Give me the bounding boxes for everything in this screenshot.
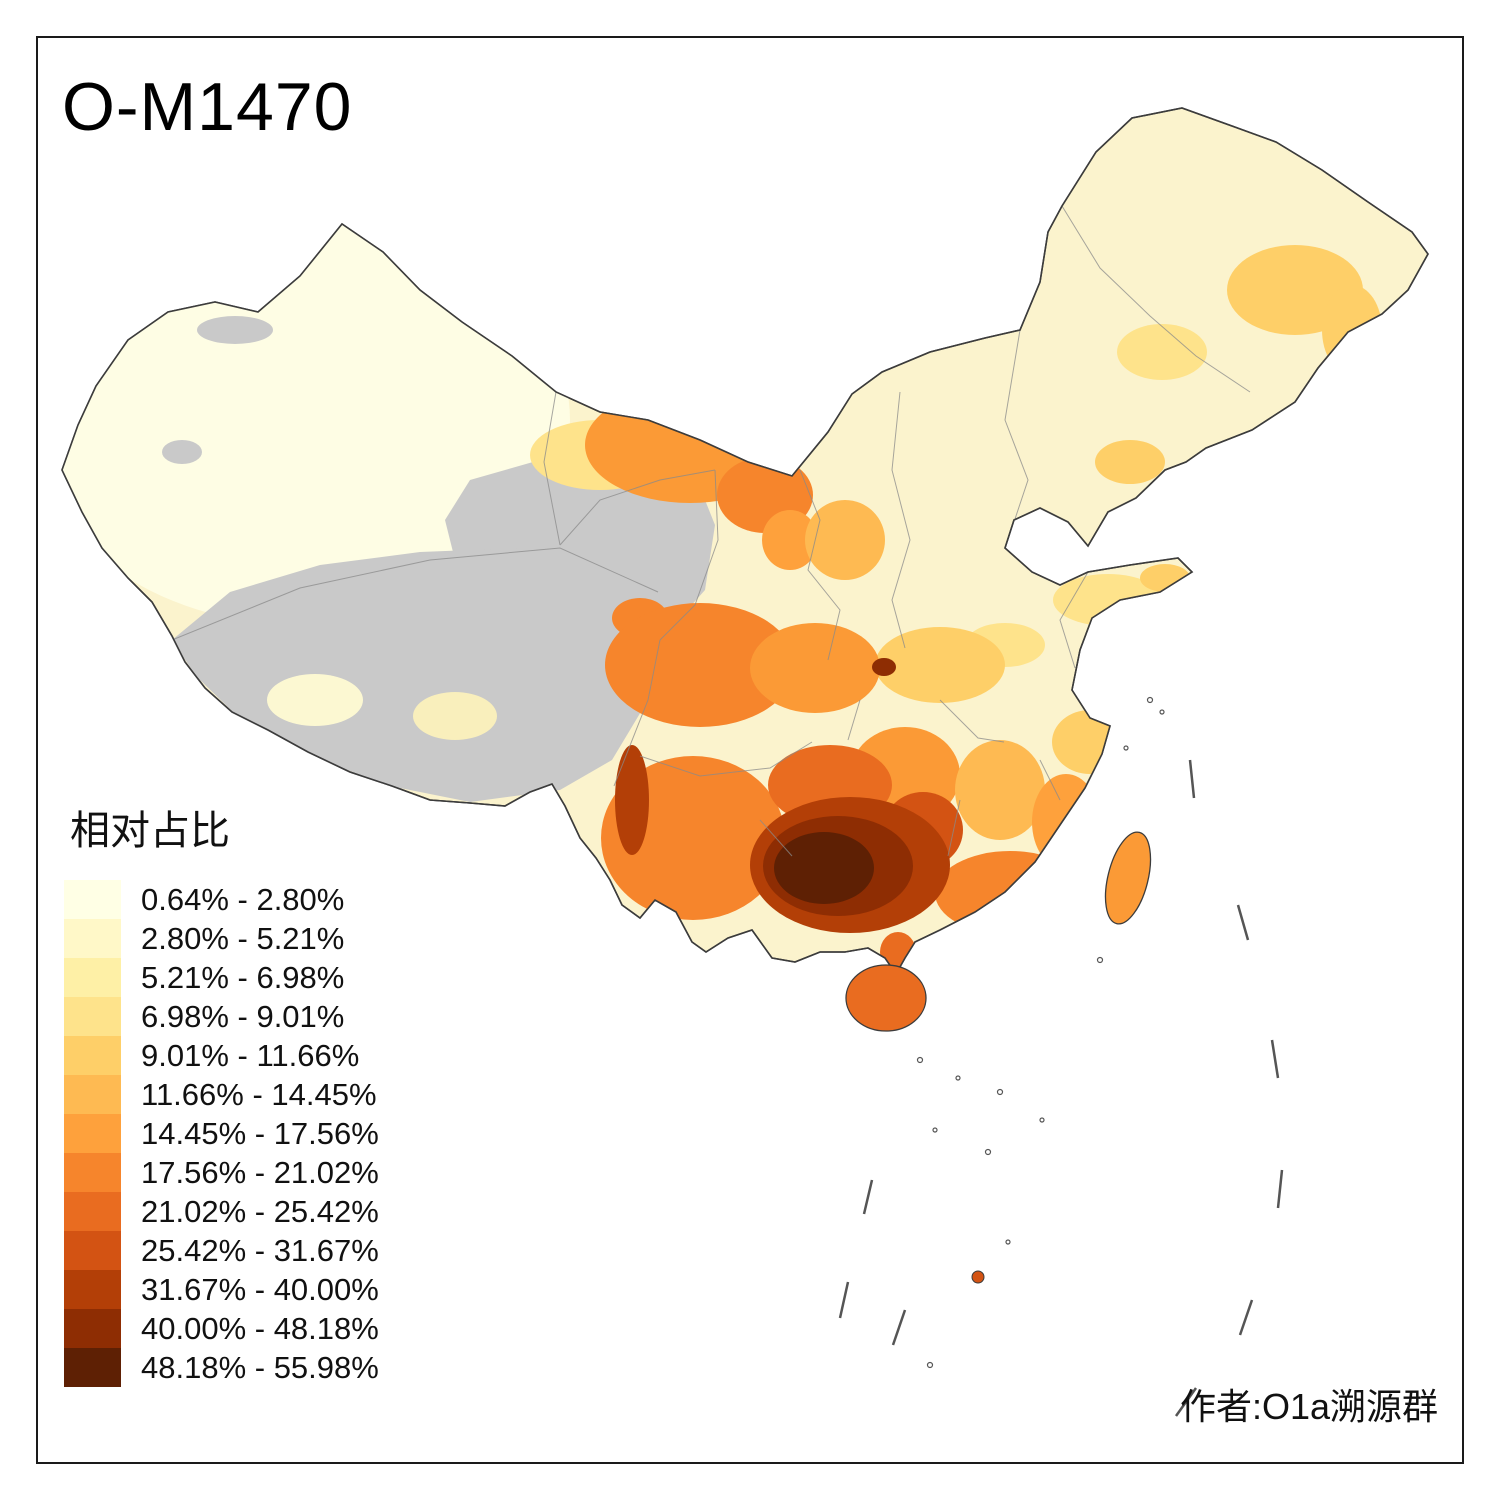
region-ningxia: [762, 510, 818, 570]
legend-swatch: [64, 1153, 121, 1192]
region-jiangxi: [955, 740, 1045, 840]
legend-label: 25.42% - 31.67%: [141, 1232, 379, 1268]
legend-swatch: [64, 1075, 121, 1114]
region-fujian: [1032, 774, 1100, 870]
region-chongqing-dark-spot: [872, 658, 896, 676]
region-tibet-no-data: [172, 548, 665, 802]
region-tibet-pale-patch-1: [267, 674, 363, 726]
region-sichuan-west: [605, 603, 795, 727]
legend-swatch: [64, 1114, 121, 1153]
legend-swatch: [64, 1231, 121, 1270]
legend-label: 48.18% - 55.98%: [141, 1349, 379, 1385]
legend-swatch: [64, 1036, 121, 1075]
legend-item: 2.80% - 5.21%: [64, 919, 379, 958]
region-xinjiang-gray-patch-1: [197, 316, 273, 344]
region-tibet-pale-patch-2: [413, 692, 497, 740]
region-sichuan-east: [750, 623, 880, 713]
region-xinjiang-gray-patch-2: [162, 440, 202, 464]
legend-label: 17.56% - 21.02%: [141, 1154, 379, 1190]
mainland-outline: [61, 107, 1429, 976]
legend-item: 9.01% - 11.66%: [64, 1036, 379, 1075]
legend-label: 31.67% - 40.00%: [141, 1271, 379, 1307]
legend-swatch: [64, 1270, 121, 1309]
legend-item: 14.45% - 17.56%: [64, 1114, 379, 1153]
region-zhejiang: [1052, 710, 1128, 774]
nine-dash-line: [838, 759, 1284, 1417]
region-hubei: [875, 627, 1005, 703]
region-northeast-patch-2: [1117, 324, 1207, 380]
legend-item: 5.21% - 6.98%: [64, 958, 379, 997]
legend-label: 2.80% - 5.21%: [141, 920, 345, 956]
legend-swatch: [64, 1309, 121, 1348]
legend-label: 0.64% - 2.80%: [141, 881, 345, 917]
legend-swatch: [64, 958, 121, 997]
legend-item: 31.67% - 40.00%: [64, 1270, 379, 1309]
legend-item: 17.56% - 21.02%: [64, 1153, 379, 1192]
legend-item: 25.42% - 31.67%: [64, 1231, 379, 1270]
legend-label: 9.01% - 11.66%: [141, 1037, 360, 1073]
author-credit: 作者:O1a溯源群: [1179, 1386, 1438, 1427]
legend-swatch: [64, 1192, 121, 1231]
legend-label: 14.45% - 17.56%: [141, 1115, 379, 1151]
region-taiwan: [1104, 831, 1152, 925]
legend-item: 21.02% - 25.42%: [64, 1192, 379, 1231]
region-south-sea-island: [971, 1270, 985, 1284]
region-hebei-patch: [1018, 530, 1078, 566]
region-guangdong-east: [1045, 850, 1095, 890]
region-yunnan-west-strip: [615, 745, 649, 855]
islet-dots: [916, 696, 1165, 1369]
region-guangdong: [935, 851, 1085, 935]
page-title: O-M1470: [62, 69, 353, 145]
region-shaanxi-north: [805, 500, 885, 580]
region-hainan: [845, 964, 927, 1032]
legend: 相对占比 0.64% - 2.80% 2.80% - 5.21% 5.21% -…: [64, 798, 379, 1387]
legend-title: 相对占比: [70, 809, 230, 853]
legend-label: 5.21% - 6.98%: [141, 959, 345, 995]
legend-label: 6.98% - 9.01%: [141, 998, 345, 1034]
legend-swatch: [64, 997, 121, 1036]
legend-swatch: [64, 1348, 121, 1387]
legend-label: 11.66% - 14.45%: [141, 1076, 377, 1112]
legend-item: 48.18% - 55.98%: [64, 1348, 379, 1387]
province-borders: [171, 205, 1251, 857]
legend-swatch: [64, 880, 121, 919]
legend-item: 11.66% - 14.45%: [64, 1075, 379, 1114]
region-xinjiang: [62, 215, 570, 625]
legend-label: 21.02% - 25.42%: [141, 1193, 379, 1229]
legend-swatch: [64, 919, 121, 958]
region-liaoning: [1095, 440, 1165, 484]
region-guangxi-core: [774, 832, 874, 904]
legend-item: 40.00% - 48.18%: [64, 1309, 379, 1348]
legend-label: 40.00% - 48.18%: [141, 1310, 379, 1346]
legend-item: 6.98% - 9.01%: [64, 997, 379, 1036]
legend-item: 0.64% - 2.80%: [64, 880, 379, 919]
